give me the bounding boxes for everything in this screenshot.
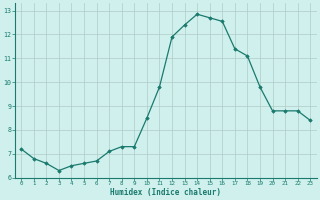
X-axis label: Humidex (Indice chaleur): Humidex (Indice chaleur) [110, 188, 221, 197]
